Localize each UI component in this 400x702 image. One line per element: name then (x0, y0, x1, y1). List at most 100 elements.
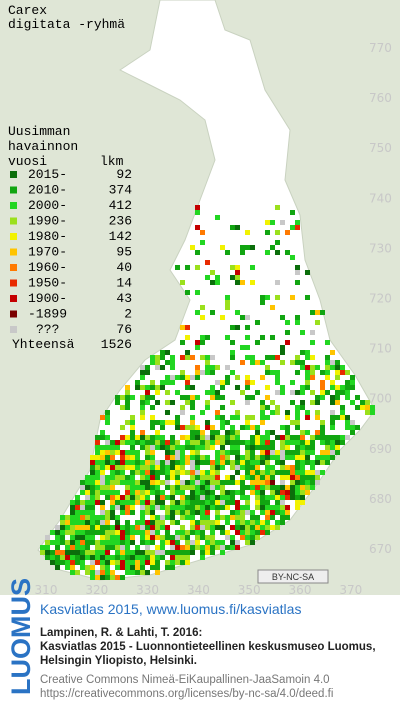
grid-cell (75, 555, 80, 560)
grid-cell (295, 270, 300, 275)
grid-cell (270, 305, 275, 310)
grid-cell (140, 395, 145, 400)
grid-cell (295, 390, 300, 395)
grid-cell (150, 355, 155, 360)
legend-header: vuosi (8, 154, 47, 169)
grid-cell (190, 470, 195, 475)
grid-cell (195, 545, 200, 550)
grid-cell (275, 230, 280, 235)
grid-cell (240, 250, 245, 255)
x-grid-label: 320 (85, 583, 108, 597)
grid-cell (345, 415, 350, 420)
grid-cell (160, 500, 165, 505)
grid-cell (170, 535, 175, 540)
grid-cell (125, 555, 130, 560)
grid-cell (120, 465, 125, 470)
grid-cell (270, 445, 275, 450)
grid-cell (140, 415, 145, 420)
grid-cell (165, 550, 170, 555)
grid-cell (100, 430, 105, 435)
grid-cell (100, 575, 105, 580)
grid-cell (330, 385, 335, 390)
grid-cell (295, 470, 300, 475)
grid-cell (285, 320, 290, 325)
grid-cell (110, 490, 115, 495)
grid-cell (305, 270, 310, 275)
grid-cell (130, 455, 135, 460)
grid-cell (265, 480, 270, 485)
grid-cell (285, 475, 290, 480)
grid-cell (145, 365, 150, 370)
grid-cell (145, 385, 150, 390)
grid-cell (155, 520, 160, 525)
grid-cell (220, 385, 225, 390)
grid-cell (245, 530, 250, 535)
grid-cell (300, 385, 305, 390)
grid-cell (215, 275, 220, 280)
grid-cell (195, 540, 200, 545)
grid-cell (295, 460, 300, 465)
grid-cell (255, 340, 260, 345)
grid-cell (295, 410, 300, 415)
grid-cell (195, 265, 200, 270)
grid-cell (55, 540, 60, 545)
grid-cell (155, 500, 160, 505)
grid-cell (330, 380, 335, 385)
grid-cell (145, 440, 150, 445)
grid-cell (160, 550, 165, 555)
grid-cell (210, 530, 215, 535)
grid-cell (230, 450, 235, 455)
grid-cell (220, 545, 225, 550)
grid-cell (145, 455, 150, 460)
grid-cell (100, 480, 105, 485)
grid-cell (120, 460, 125, 465)
grid-cell (220, 495, 225, 500)
grid-cell (210, 520, 215, 525)
grid-cell (155, 485, 160, 490)
grid-cell (245, 460, 250, 465)
grid-cell (105, 460, 110, 465)
grid-cell (155, 565, 160, 570)
grid-cell (215, 475, 220, 480)
grid-cell (195, 520, 200, 525)
grid-cell (205, 370, 210, 375)
grid-cell (95, 515, 100, 520)
grid-cell (65, 520, 70, 525)
grid-cell (280, 510, 285, 515)
grid-cell (245, 335, 250, 340)
grid-cell (170, 515, 175, 520)
grid-cell (225, 420, 230, 425)
grid-cell (105, 535, 110, 540)
legend-count: 43 (116, 291, 132, 306)
grid-cell (250, 525, 255, 530)
grid-cell (295, 220, 300, 225)
grid-cell (145, 570, 150, 575)
grid-cell (120, 435, 125, 440)
grid-cell (115, 575, 120, 580)
grid-cell (230, 340, 235, 345)
grid-cell (150, 445, 155, 450)
grid-cell (170, 495, 175, 500)
grid-cell (265, 500, 270, 505)
grid-cell (150, 425, 155, 430)
grid-cell (335, 360, 340, 365)
grid-cell (240, 515, 245, 520)
grid-cell (170, 445, 175, 450)
grid-cell (220, 245, 225, 250)
grid-cell (225, 455, 230, 460)
grid-cell (95, 520, 100, 525)
grid-cell (200, 410, 205, 415)
grid-cell (165, 455, 170, 460)
grid-cell (130, 475, 135, 480)
grid-cell (365, 405, 370, 410)
grid-cell (165, 375, 170, 380)
grid-cell (175, 510, 180, 515)
grid-cell (320, 380, 325, 385)
grid-cell (235, 270, 240, 275)
grid-cell (220, 525, 225, 530)
grid-cell (310, 475, 315, 480)
grid-cell (120, 540, 125, 545)
grid-cell (215, 525, 220, 530)
grid-cell (315, 400, 320, 405)
grid-cell (295, 445, 300, 450)
